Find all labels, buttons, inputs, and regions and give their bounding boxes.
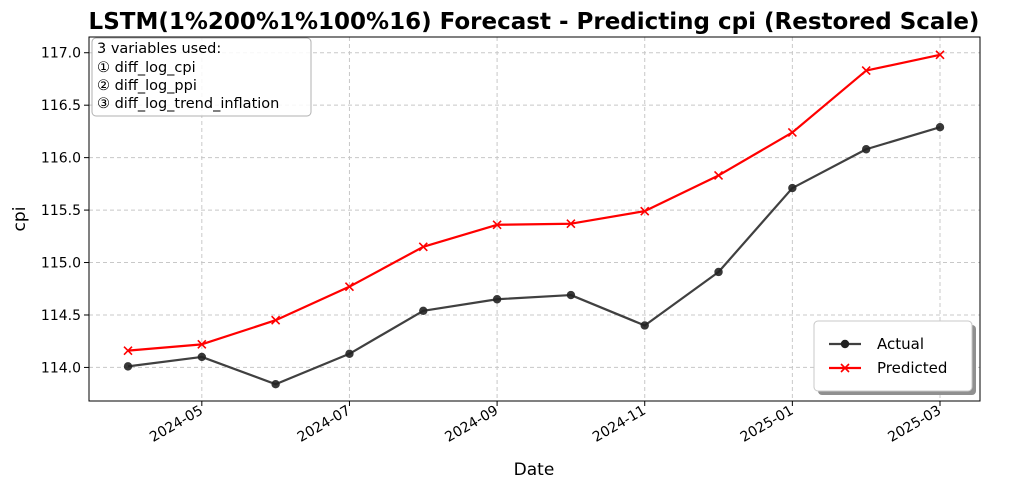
y-tick-label: 114.0 xyxy=(41,360,81,376)
legend-predicted-label: Predicted xyxy=(877,359,947,377)
actual-point xyxy=(935,123,945,132)
actual-point xyxy=(640,321,649,330)
x-axis-label: Date xyxy=(514,460,555,480)
x-tick-label: 2024-09 xyxy=(442,403,501,446)
x-axis-ticks: 2024-05 2024-07 2024-09 2024-11 2025-01 2025-… xyxy=(147,401,944,446)
predicted-point xyxy=(492,220,502,230)
y-tick-label: 116.5 xyxy=(41,98,81,114)
actual-point xyxy=(566,290,576,300)
y-axis-label: cpi xyxy=(10,207,30,232)
y-tick-label: 115.5 xyxy=(41,203,81,219)
y-tick-label: 114.5 xyxy=(41,308,81,324)
x-tick-label: 2024-11 xyxy=(590,403,649,446)
x-tick-label: 2024-05 xyxy=(147,403,206,446)
actual-point xyxy=(345,349,354,358)
annotation-line-3: ② diff_log_ppi xyxy=(97,78,197,94)
annotation-frame xyxy=(91,37,312,117)
legend: Actual Predicted xyxy=(813,320,976,395)
x-tick-label: 2025-03 xyxy=(885,403,944,446)
x-tick-label: 2024-07 xyxy=(295,403,354,446)
actual-point xyxy=(492,295,502,304)
actual-point xyxy=(419,306,428,315)
actual-point xyxy=(714,267,723,277)
series-predicted xyxy=(123,50,945,356)
predicted-point xyxy=(566,219,576,229)
annotation-line-4: ③ diff_log_trend_inflation xyxy=(97,96,279,112)
actual-line xyxy=(127,126,941,386)
y-axis-ticks: 114.0 114.5 115.0 115.5 116.0 116.5 117.0 xyxy=(41,46,89,376)
actual-point xyxy=(788,183,797,193)
predicted-point xyxy=(713,170,724,181)
y-tick-label: 116.0 xyxy=(41,151,81,167)
predicted-line xyxy=(127,53,941,352)
chart-title: LSTM(1%200%1%100%16) Forecast - Predicti… xyxy=(89,9,980,35)
actual-point xyxy=(123,362,133,371)
predicted-point xyxy=(344,282,355,292)
series-actual xyxy=(123,123,945,389)
y-tick-label: 117.0 xyxy=(41,46,81,62)
legend-actual-label: Actual xyxy=(877,335,924,353)
actual-point xyxy=(271,380,280,389)
predicted-point xyxy=(123,346,133,356)
actual-point xyxy=(861,145,871,154)
predicted-point xyxy=(271,315,281,325)
series-layer xyxy=(123,50,945,389)
predicted-point xyxy=(861,66,871,76)
actual-point xyxy=(197,352,207,362)
legend-predicted-marker xyxy=(840,363,850,373)
legend-actual-marker xyxy=(840,339,850,349)
predicted-point xyxy=(787,127,797,138)
annotation-line-1: 3 variables used: xyxy=(97,41,221,57)
y-tick-label: 115.0 xyxy=(41,256,81,272)
x-tick-label: 2025-01 xyxy=(738,403,797,446)
annotation-line-2: ① diff_log_cpi xyxy=(97,60,196,76)
plot-frame xyxy=(88,36,981,402)
predicted-point xyxy=(197,339,207,349)
predicted-point xyxy=(418,242,428,252)
annotation-box: 3 variables used: ① diff_log_cpi ② diff_… xyxy=(91,37,312,117)
legend-frame xyxy=(813,320,973,392)
predicted-point xyxy=(640,206,650,216)
predicted-point xyxy=(935,50,945,60)
